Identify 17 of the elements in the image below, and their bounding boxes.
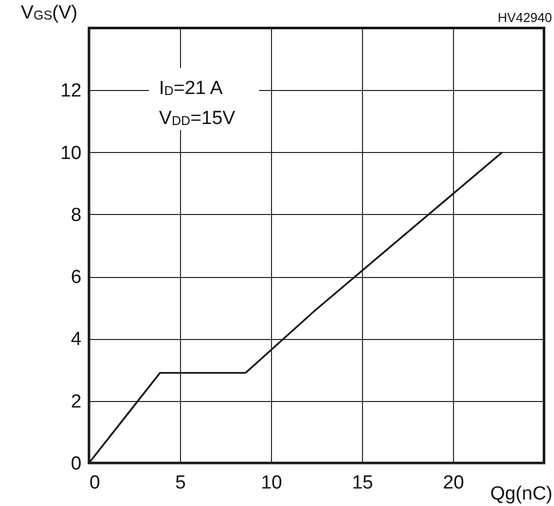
- annotation: ID=21 A: [159, 78, 224, 99]
- y-axis-title: VGS(V): [20, 2, 78, 24]
- x-tick-label: 20: [442, 472, 464, 494]
- y-tick-label: 4: [70, 329, 82, 350]
- x-tick-label: 15: [352, 472, 374, 494]
- x-tick-label: 5: [175, 472, 186, 494]
- x-tick-label: 0: [90, 472, 100, 494]
- annotation: VDD=15V: [159, 108, 236, 129]
- y-tick-label: 6: [70, 267, 82, 288]
- y-tick-label: 2: [70, 391, 82, 412]
- y-tick-label: 12: [60, 80, 82, 102]
- x-axis-title: Qg(nC): [490, 484, 552, 504]
- y-tick-label: 0: [70, 454, 82, 474]
- y-tick-label: 10: [60, 142, 82, 164]
- text: HV42940: [498, 10, 552, 25]
- x-tick-label: 10: [260, 472, 282, 494]
- y-tick-label: 8: [70, 204, 82, 226]
